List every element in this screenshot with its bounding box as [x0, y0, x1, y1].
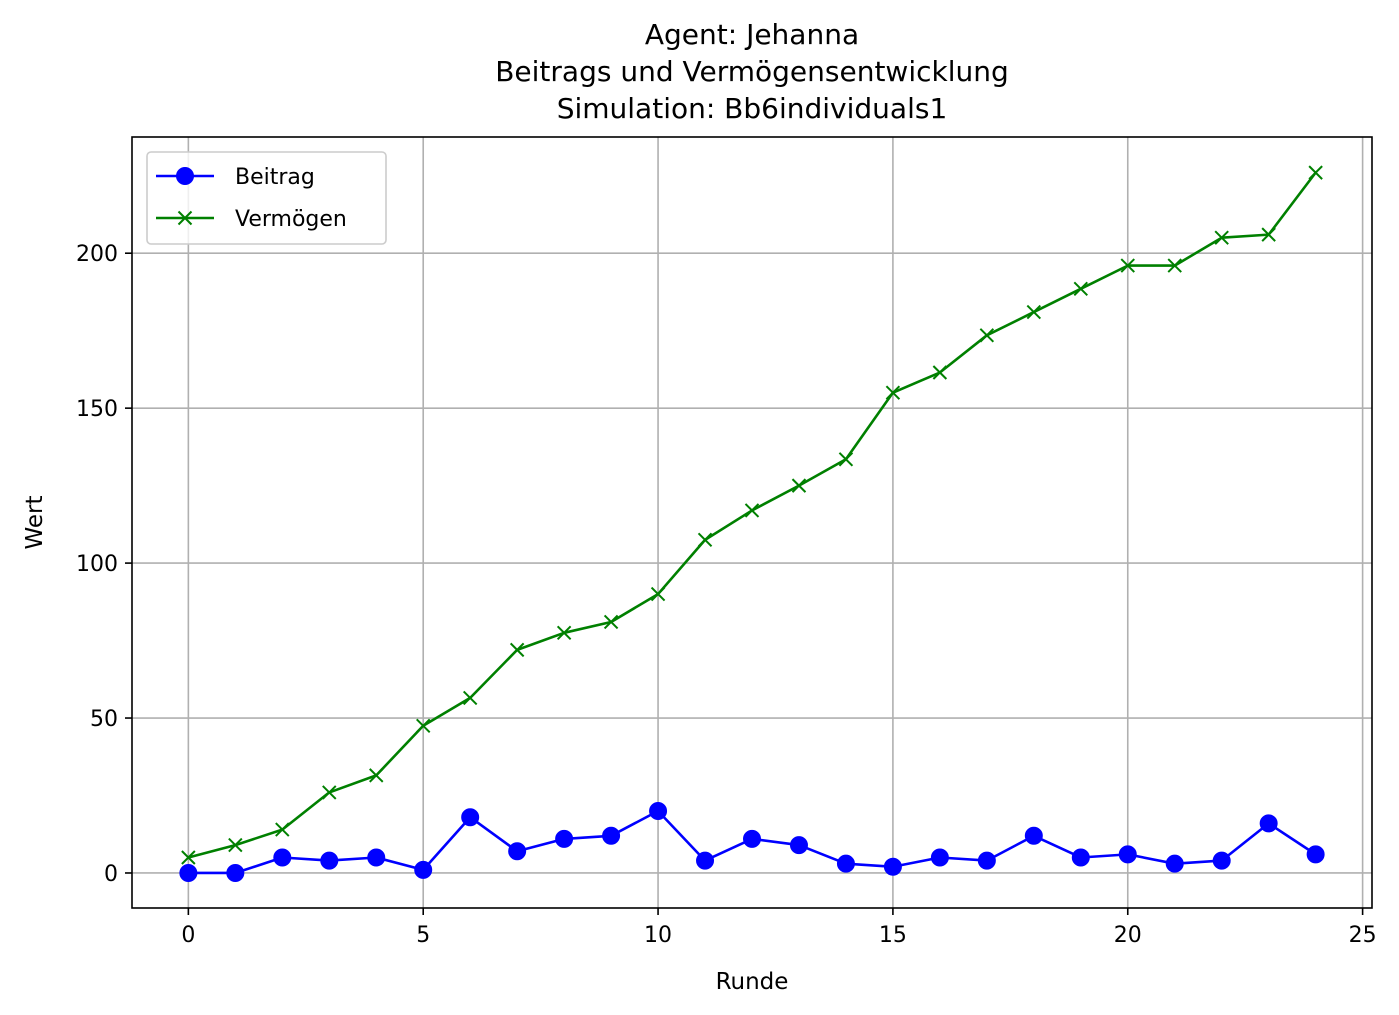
data-point — [977, 851, 996, 870]
title-line-2: Simulation: Bb6individuals1 — [557, 92, 948, 125]
y-tick-label: 200 — [76, 242, 118, 267]
x-tick-label: 20 — [1114, 923, 1142, 948]
data-point — [789, 836, 808, 855]
data-point — [555, 829, 574, 848]
data-point — [508, 842, 527, 861]
y-tick-label: 0 — [104, 862, 118, 887]
plot-frame — [131, 136, 1373, 909]
y-axis-ticks: 0 50 100 150 200 — [76, 242, 132, 887]
series-layer — [179, 165, 1325, 882]
data-point — [1167, 258, 1182, 273]
x-tick-label: 10 — [644, 923, 672, 948]
series-line — [188, 171, 1317, 859]
data-point — [1165, 854, 1184, 873]
data-point — [462, 690, 478, 706]
data-point — [181, 850, 196, 865]
data-point — [1212, 851, 1231, 870]
y-axis-label: Wert — [22, 495, 48, 549]
legend-entry-vermögen: Vermögen — [156, 207, 347, 232]
data-point — [1071, 848, 1090, 867]
legend: Beitrag Vermögen — [146, 151, 387, 245]
y-tick-label: 50 — [90, 707, 118, 732]
data-point — [602, 826, 621, 845]
title-line-1: Beitrags und Vermögensentwicklung — [495, 55, 1009, 88]
data-point — [461, 808, 480, 827]
data-point — [650, 586, 666, 602]
data-point — [1214, 230, 1229, 245]
data-point — [744, 503, 760, 518]
legend-label: Beitrag — [235, 165, 315, 190]
data-point — [838, 452, 854, 467]
data-point — [791, 478, 807, 493]
x-tick-label: 15 — [879, 923, 907, 948]
data-point — [367, 848, 386, 867]
data-point — [369, 768, 384, 783]
data-point — [1261, 227, 1276, 242]
legend-marker — [176, 167, 194, 185]
data-point — [1024, 826, 1043, 845]
data-point — [556, 625, 572, 641]
data-point — [416, 718, 431, 733]
data-point — [979, 328, 995, 343]
x-tick-label: 25 — [1349, 923, 1377, 948]
data-point — [930, 848, 949, 867]
x-tick-label: 5 — [416, 923, 430, 948]
legend-label: Vermögen — [235, 207, 347, 232]
data-point — [696, 851, 715, 870]
data-point — [320, 851, 339, 870]
data-point — [1026, 304, 1042, 320]
x-tick-label: 0 — [181, 923, 195, 948]
data-point — [273, 848, 292, 867]
series-beitrag — [179, 802, 1325, 882]
data-point — [1120, 258, 1135, 273]
grid — [132, 137, 1372, 908]
data-point — [603, 614, 619, 630]
series-vermögen — [181, 165, 1323, 865]
data-point — [509, 642, 525, 658]
y-tick-label: 100 — [76, 552, 118, 577]
legend-entry-beitrag: Beitrag — [156, 165, 315, 190]
data-point — [649, 802, 668, 821]
data-point — [275, 822, 290, 837]
y-tick-label: 150 — [76, 397, 118, 422]
data-point — [1073, 281, 1088, 297]
data-point — [1259, 814, 1278, 833]
data-point — [932, 365, 948, 380]
x-axis-label: Runde — [716, 969, 789, 995]
data-point — [885, 385, 901, 400]
data-point — [743, 829, 761, 848]
data-point — [883, 857, 902, 876]
chart-title: Agent: Jehanna Beitrags und Vermögensentw… — [495, 18, 1009, 125]
legend-marker — [177, 210, 193, 226]
data-point — [179, 863, 198, 882]
data-point — [322, 785, 337, 800]
data-point — [1308, 165, 1323, 180]
data-point — [228, 837, 243, 853]
data-point — [1118, 845, 1137, 864]
data-point — [1306, 845, 1325, 864]
data-point — [226, 863, 245, 882]
x-axis-ticks: 0 5 10 15 20 25 — [181, 908, 1377, 948]
data-point — [414, 860, 433, 879]
data-point — [697, 532, 713, 548]
title-line-0: Agent: Jehanna — [645, 18, 859, 51]
data-point — [836, 854, 855, 873]
